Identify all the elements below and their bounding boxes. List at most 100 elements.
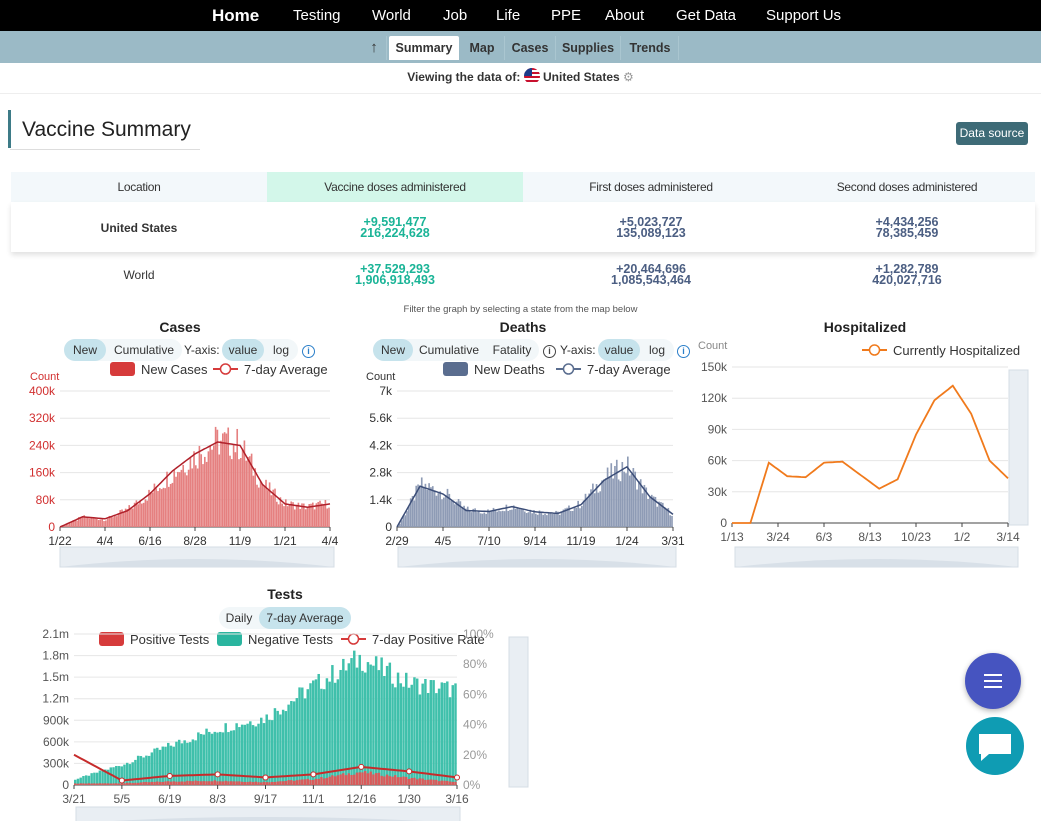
hosp-legend-marker xyxy=(868,344,881,356)
cases-legend-avg-marker xyxy=(219,363,232,375)
tab-supplies[interactable]: Supplies xyxy=(561,41,615,55)
negative-bar xyxy=(183,740,186,785)
data-source-button[interactable]: Data source xyxy=(956,122,1028,145)
bar xyxy=(523,511,526,527)
viewing-location-name[interactable]: United States xyxy=(543,70,620,84)
x-tick-label: 11/1 xyxy=(302,792,325,806)
cases-legend-avg-label: 7-day Average xyxy=(244,362,328,377)
tab-map[interactable]: Map xyxy=(469,41,495,55)
negative-bar xyxy=(240,724,244,785)
bar xyxy=(124,508,127,527)
tab-cases[interactable]: Cases xyxy=(511,41,549,55)
positive-bar xyxy=(394,775,397,785)
nav-about[interactable]: About xyxy=(605,7,645,24)
bar xyxy=(527,512,530,527)
negative-bar xyxy=(115,765,118,785)
deaths-legend-new-label: New Deaths xyxy=(474,362,545,377)
positive-bar xyxy=(221,781,225,785)
cases-scale-value[interactable]: value xyxy=(222,339,264,361)
tab-trends[interactable]: Trends xyxy=(629,41,671,55)
tests-chart[interactable]: Positive Tests Negative Tests 7-day Positi… xyxy=(0,625,540,821)
tests-mode-7day[interactable]: 7-day Average xyxy=(259,607,351,629)
table-row[interactable]: World +37,529,293 1,906,918,493 +20,464,6… xyxy=(11,252,1035,302)
deaths-mode-new[interactable]: New xyxy=(373,339,413,361)
nav-testing[interactable]: Testing xyxy=(293,7,341,24)
positive-bar xyxy=(312,779,315,785)
nav-life[interactable]: Life xyxy=(496,7,521,24)
negative-bar xyxy=(279,714,282,785)
x-tick-label: 1/13 xyxy=(720,530,744,544)
nav-home[interactable]: Home xyxy=(212,6,260,25)
bar xyxy=(483,512,486,527)
bar xyxy=(324,500,327,527)
bar xyxy=(159,488,161,527)
table-row[interactable]: United States +9,591,477 216,224,628 +5,0… xyxy=(11,202,1035,252)
cases-mode-cumulative[interactable]: Cumulative xyxy=(113,343,175,357)
row-location: World xyxy=(123,268,155,282)
gear-icon[interactable]: ⚙ xyxy=(623,70,634,84)
bar xyxy=(588,493,591,527)
bar xyxy=(529,509,532,527)
menu-button[interactable] xyxy=(965,653,1021,709)
positive-bar xyxy=(265,782,268,785)
positive-bar xyxy=(147,782,151,785)
bar xyxy=(231,459,233,527)
positive-bar xyxy=(446,780,449,785)
tests-mode-daily[interactable]: Daily xyxy=(225,611,253,625)
doses-cell: +9,591,477 216,224,628 xyxy=(360,215,430,240)
positive-bar xyxy=(344,775,348,785)
negative-bar xyxy=(84,775,88,785)
nav-get-data[interactable]: Get Data xyxy=(676,7,737,24)
bar xyxy=(328,507,330,527)
deaths-scale-log[interactable]: log xyxy=(648,343,665,357)
positive-bar xyxy=(232,781,236,785)
deaths-legend-avg-marker xyxy=(562,363,575,375)
cases-mode-new[interactable]: New xyxy=(64,339,106,361)
bar xyxy=(540,512,543,527)
deaths-yaxis-label: Y-axis: xyxy=(560,343,596,357)
info-icon[interactable]: i xyxy=(543,345,556,358)
positive-bar xyxy=(424,779,427,785)
positive-bar xyxy=(380,775,383,785)
tab-summary[interactable]: Summary xyxy=(389,36,459,60)
bar xyxy=(321,503,323,527)
cases-chart[interactable]: Count New Cases 7-day Average 0 80k 160k 240k 3… xyxy=(0,360,345,575)
bar xyxy=(490,511,493,527)
deaths-scale-value[interactable]: value xyxy=(598,339,640,361)
deaths-legend-new-swatch xyxy=(443,362,468,376)
nav-job[interactable]: Job xyxy=(443,7,468,24)
divider xyxy=(620,36,621,60)
nav-ppe[interactable]: PPE xyxy=(551,7,582,24)
table-header: Location Vaccine doses administered Firs… xyxy=(11,172,1035,202)
zoom-slider-preview xyxy=(398,559,676,567)
hosp-chart[interactable]: Count Currently Hospitalized 0 30k 60k 90k 120… xyxy=(690,335,1035,575)
positive-bar xyxy=(87,783,91,785)
deaths-mode-cumulative[interactable]: Cumulative xyxy=(418,343,480,357)
bar xyxy=(645,487,648,527)
nav-world[interactable]: World xyxy=(372,7,411,24)
x-tick-label: 3/21 xyxy=(62,792,86,806)
info-icon[interactable]: i xyxy=(302,345,315,358)
bar xyxy=(114,515,116,527)
header-first-doses: First doses administered xyxy=(589,180,713,194)
negative-bar xyxy=(292,701,296,785)
deaths-mode-fatality[interactable]: Fatality xyxy=(492,343,532,357)
deaths-chart[interactable]: Count New Deaths 7-day Average 0 1.4k 2.8k 4.2… xyxy=(345,360,690,575)
bar xyxy=(649,497,651,527)
bar xyxy=(267,490,269,527)
negative-bar xyxy=(396,672,400,785)
negative-bar xyxy=(435,693,438,785)
bar xyxy=(92,517,95,527)
chat-button[interactable] xyxy=(966,717,1024,775)
nav-support-us[interactable]: Support Us xyxy=(766,7,842,24)
info-icon[interactable]: i xyxy=(677,345,690,358)
bar xyxy=(258,487,260,527)
bar xyxy=(494,510,497,527)
cases-scale-log[interactable]: log xyxy=(272,343,289,357)
bar xyxy=(444,495,447,527)
bar xyxy=(241,449,244,527)
positive-bar xyxy=(339,774,342,785)
bar xyxy=(466,506,469,527)
bar xyxy=(476,512,478,527)
scroll-up-icon[interactable]: ↑ xyxy=(370,39,378,56)
